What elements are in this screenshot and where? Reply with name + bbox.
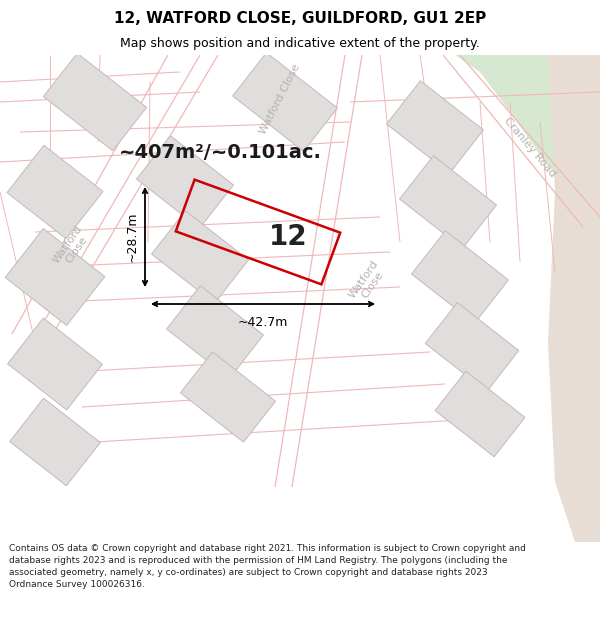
Text: 12, WATFORD CLOSE, GUILDFORD, GU1 2EP: 12, WATFORD CLOSE, GUILDFORD, GU1 2EP [114,11,486,26]
Polygon shape [8,318,103,410]
Text: ~42.7m: ~42.7m [238,316,288,329]
Text: Map shows position and indicative extent of the property.: Map shows position and indicative extent… [120,38,480,51]
Polygon shape [435,371,525,457]
Polygon shape [233,52,337,151]
Text: Watford
Close: Watford Close [51,223,93,271]
Polygon shape [7,145,103,239]
Polygon shape [400,156,496,248]
Polygon shape [167,286,263,378]
Polygon shape [386,81,484,173]
Text: Watford Close: Watford Close [258,62,302,136]
Text: Contains OS data © Crown copyright and database right 2021. This information is : Contains OS data © Crown copyright and d… [9,544,526,589]
Polygon shape [152,211,248,303]
Polygon shape [137,136,233,228]
Polygon shape [455,55,600,202]
Polygon shape [43,53,146,151]
Polygon shape [425,302,519,391]
Polygon shape [412,231,508,323]
Text: 12: 12 [269,223,307,251]
Polygon shape [181,352,275,442]
Text: ~28.7m: ~28.7m [126,212,139,262]
Polygon shape [10,398,100,486]
Polygon shape [548,55,600,542]
Polygon shape [5,229,105,326]
Text: Watford
Close: Watford Close [347,258,389,306]
Text: Cranley Road: Cranley Road [502,115,558,179]
Text: ~407m²/~0.101ac.: ~407m²/~0.101ac. [119,142,322,161]
